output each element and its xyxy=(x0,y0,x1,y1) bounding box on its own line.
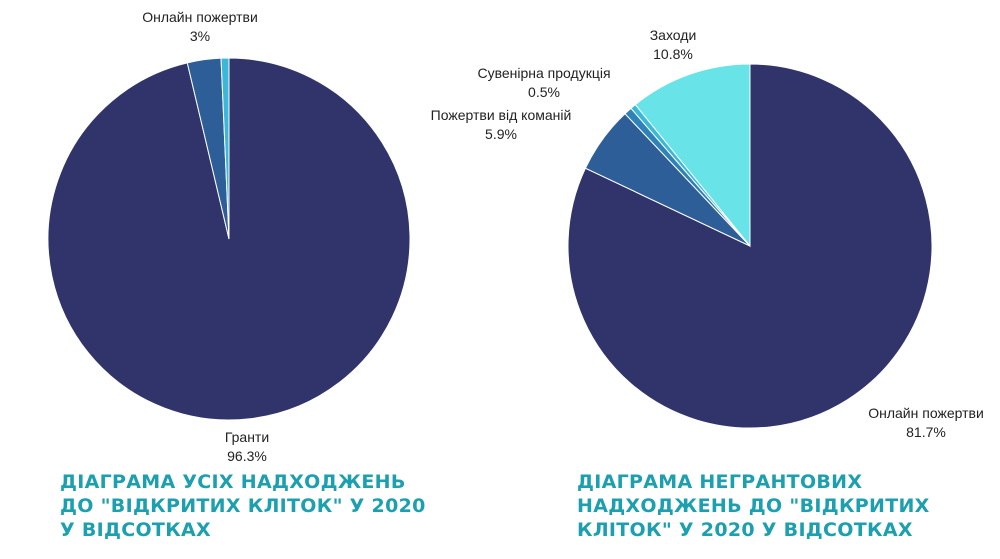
pie-2-slice-2-label: Пожертви від команій 5.9% xyxy=(431,107,572,142)
pie-2-slice-1-name: Онлайн пожертви xyxy=(868,405,984,421)
pie-2-slice-1-value: 81.7% xyxy=(906,424,946,440)
pie-2-slice-4-name: Сувенірна продукція xyxy=(477,65,610,81)
pie-1-slice-1-value: 96.3% xyxy=(227,448,267,464)
pie-1-slice-2-value: 3% xyxy=(190,28,210,44)
pie-2-slice-5-value: 10.8% xyxy=(653,46,693,62)
pie-2-slice-5 xyxy=(634,63,751,248)
pie-1-slice-2-label: Онлайн пожертви 3% xyxy=(142,9,258,44)
chart-title-all-income: ДІАГРАМА УСІХ НАДХОДЖЕНЬ ДО "ВІДКРИТИХ К… xyxy=(60,471,426,541)
pie-2-slice-1-label: Онлайн пожертви 81.7% xyxy=(868,405,984,440)
pie-2-slice-2-name: Пожертви від команій xyxy=(431,107,572,123)
pie-1-slice-1-name: Гранти xyxy=(225,429,269,445)
chart-title-non-grant-income: ДІАГРАМА НЕГРАНТОВИХ НАДХОДЖЕНЬ ДО "ВІДК… xyxy=(577,471,930,541)
pie-chart-all-income: Гранти 96.3% Онлайн пожертви 3% xyxy=(47,9,411,464)
pie-chart-non-grant-income: Онлайн пожертви 81.7% Пожертви від команій… xyxy=(431,27,984,440)
pie-1-slice-2-name: Онлайн пожертви xyxy=(142,9,258,25)
pie-1-slice-3 xyxy=(220,57,230,240)
pie-2-slice-4-label: Сувенірна продукція 0.5% xyxy=(477,65,610,100)
pie-2-slice-4-value: 0.5% xyxy=(528,84,560,100)
pie-1-slice-1-label: Гранти 96.3% xyxy=(225,429,269,464)
pie-2-slice-5-label: Заходи 10.8% xyxy=(650,27,697,62)
pie-2-slice-5-name: Заходи xyxy=(650,27,697,43)
pie-2-slice-2-value: 5.9% xyxy=(485,126,517,142)
